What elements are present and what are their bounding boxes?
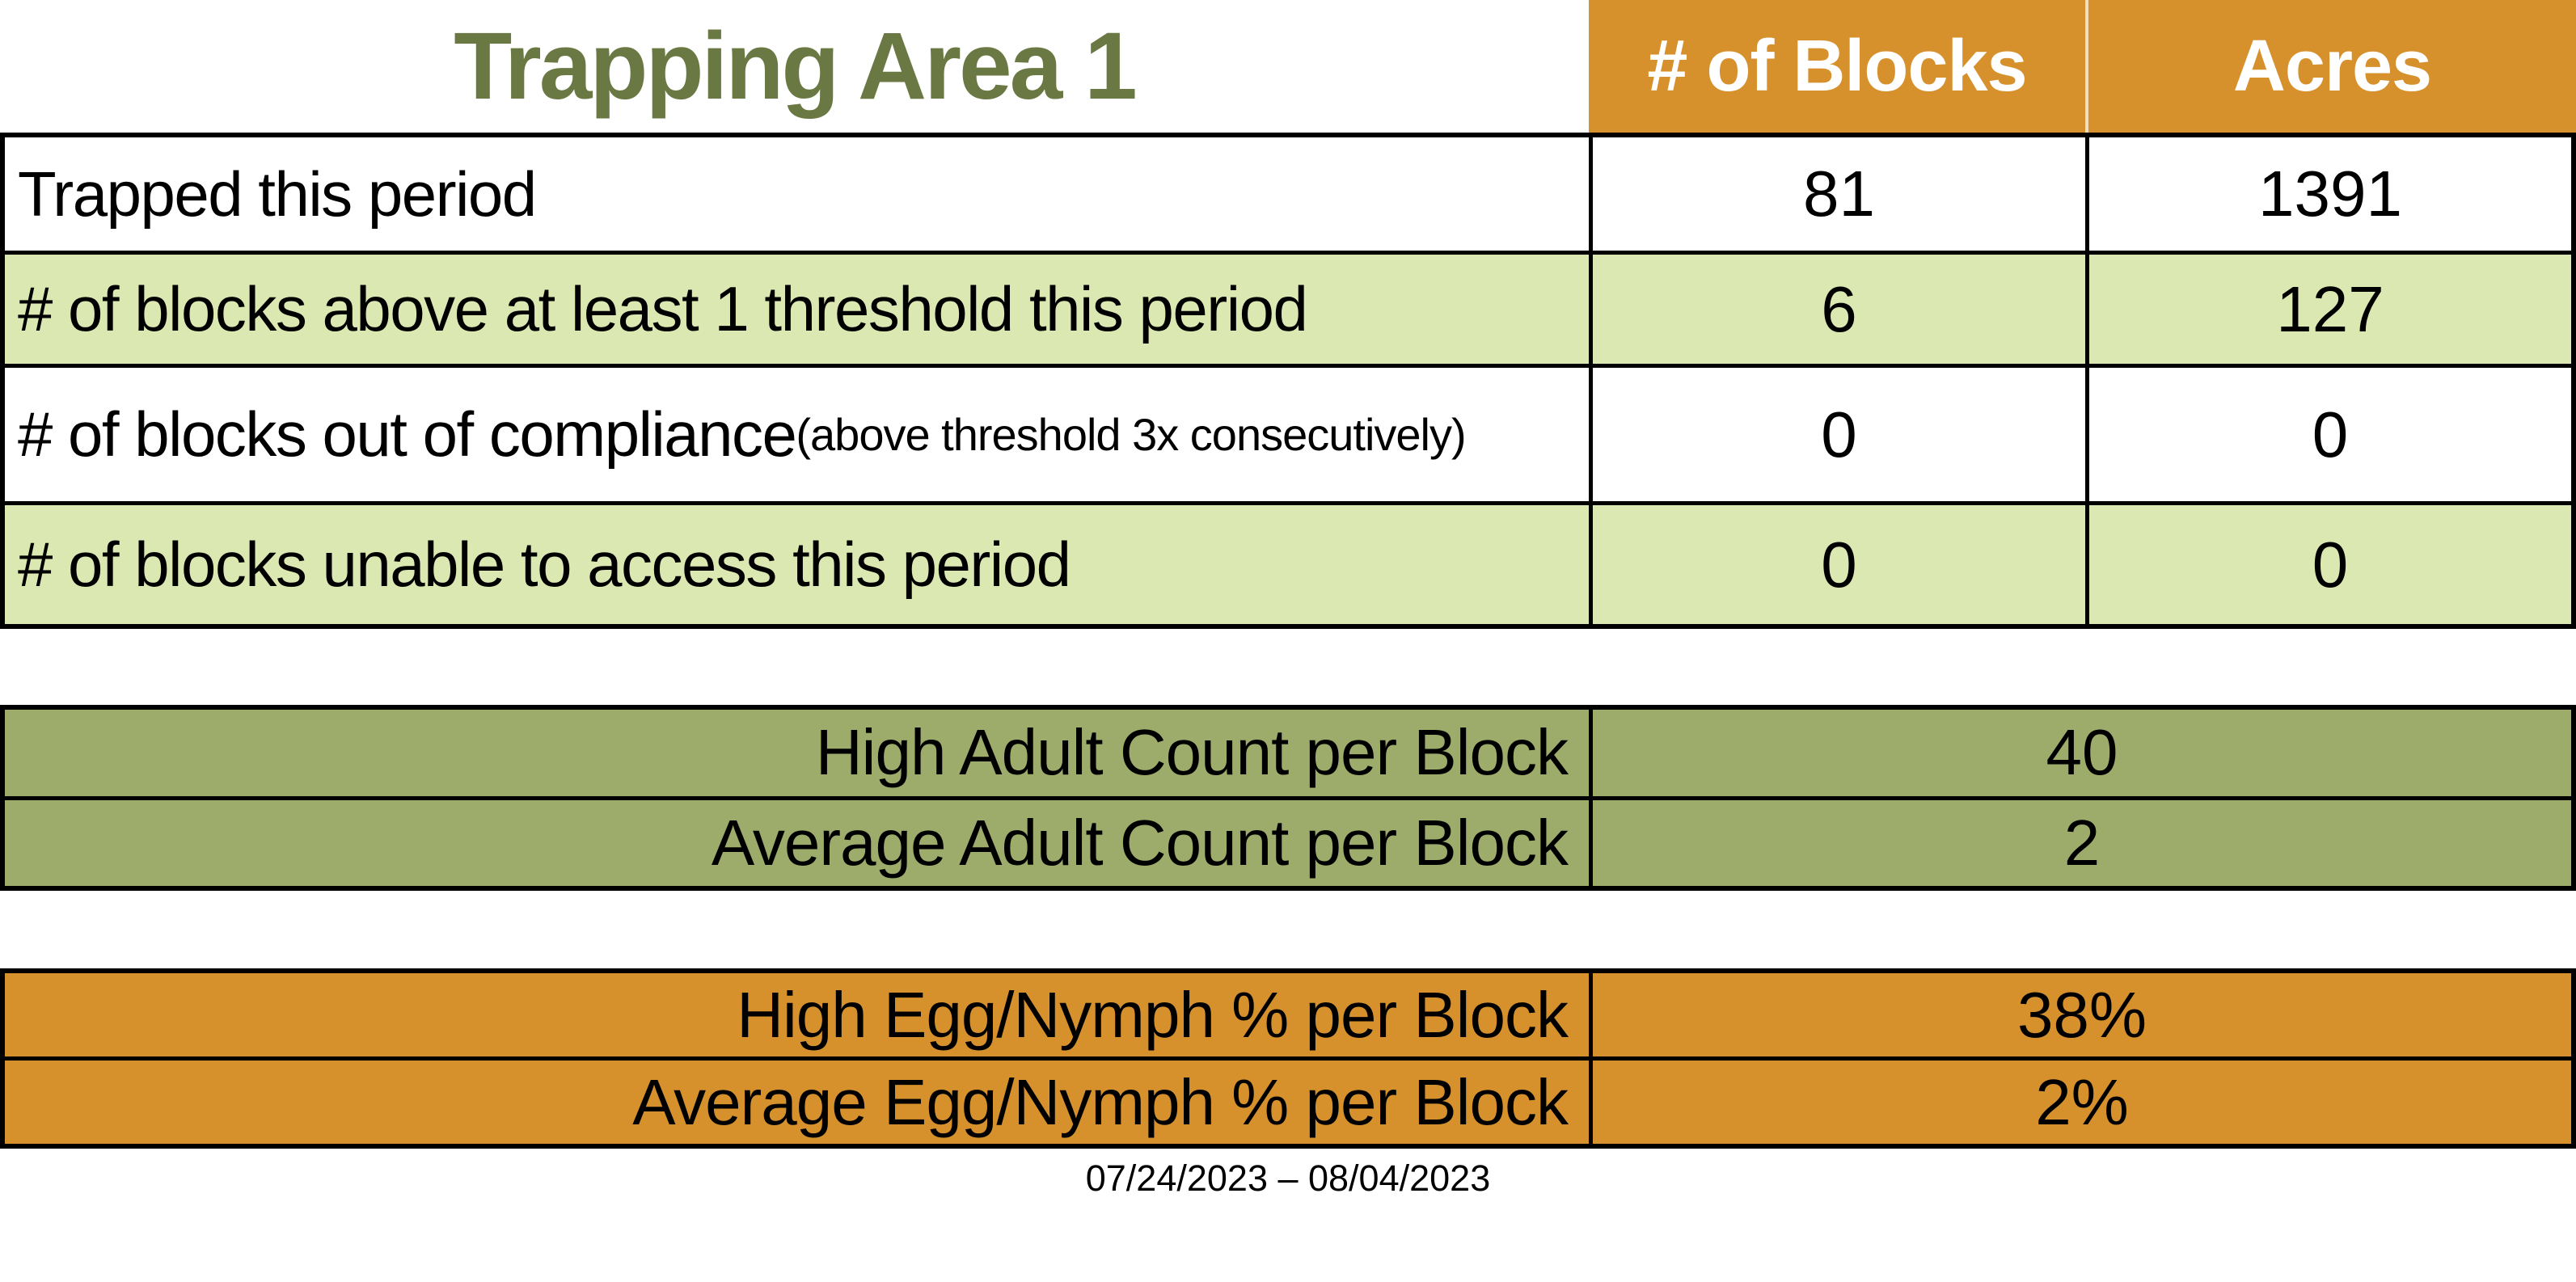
date-range: 07/24/2023 – 08/04/2023 <box>1085 1158 1491 1199</box>
row-note: (above threshold 3x consecutively) <box>796 409 1466 460</box>
row-label: # of blocks above at least 1 threshold t… <box>5 255 1589 364</box>
column-header-acres: Acres <box>2085 0 2576 133</box>
row-label-text: # of blocks above at least 1 threshold t… <box>18 273 1308 344</box>
adult-count-summary: High Adult Count per Block 40 Average Ad… <box>0 705 2576 891</box>
summary-row: Average Adult Count per Block 2 <box>5 795 2571 886</box>
summary-value: 40 <box>1589 710 2571 796</box>
table-row: # of blocks out of compliance (above thr… <box>5 364 2571 501</box>
row-label-text: # of blocks unable to access this period <box>18 529 1071 600</box>
trapping-summary-table: Trapped this period 81 1391 # of blocks … <box>0 133 2576 629</box>
blocks-value: 81 <box>1589 137 2085 251</box>
blocks-value: 0 <box>1589 368 2085 501</box>
column-header-blocks: # of Blocks <box>1589 0 2085 133</box>
summary-row: Average Egg/Nymph % per Block 2% <box>5 1056 2571 1144</box>
summary-label: Average Egg/Nymph % per Block <box>632 1065 1569 1138</box>
blocks-value: 6 <box>1589 255 2085 364</box>
acres-value: 127 <box>2085 255 2571 364</box>
summary-row: High Adult Count per Block 40 <box>5 710 2571 796</box>
row-label: # of blocks out of compliance (above thr… <box>5 368 1589 501</box>
summary-label: High Egg/Nymph % per Block <box>737 978 1569 1051</box>
summary-value: 38% <box>1589 973 2571 1056</box>
row-label: # of blocks unable to access this period <box>5 505 1589 624</box>
summary-value: 2% <box>1589 1061 2571 1144</box>
summary-row: High Egg/Nymph % per Block 38% <box>5 973 2571 1056</box>
blocks-value: 0 <box>1589 505 2085 624</box>
summary-value: 2 <box>1589 799 2571 886</box>
table-row: # of blocks above at least 1 threshold t… <box>5 251 2571 364</box>
row-label-text: # of blocks out of compliance <box>18 399 797 470</box>
page-title: Trapping Area 1 <box>0 0 1589 133</box>
acres-value: 0 <box>2085 368 2571 501</box>
row-label: Trapped this period <box>5 137 1589 251</box>
summary-label: High Adult Count per Block <box>815 716 1569 789</box>
table-row: Trapped this period 81 1391 <box>5 137 2571 251</box>
row-label-text: Trapped this period <box>18 158 537 230</box>
acres-value: 0 <box>2085 505 2571 624</box>
summary-label: Average Adult Count per Block <box>711 806 1569 879</box>
table-row: # of blocks unable to access this period… <box>5 501 2571 624</box>
egg-nymph-summary: High Egg/Nymph % per Block 38% Average E… <box>0 968 2576 1149</box>
acres-value: 1391 <box>2085 137 2571 251</box>
table-header-row: Trapping Area 1 # of Blocks Acres <box>0 0 2576 133</box>
